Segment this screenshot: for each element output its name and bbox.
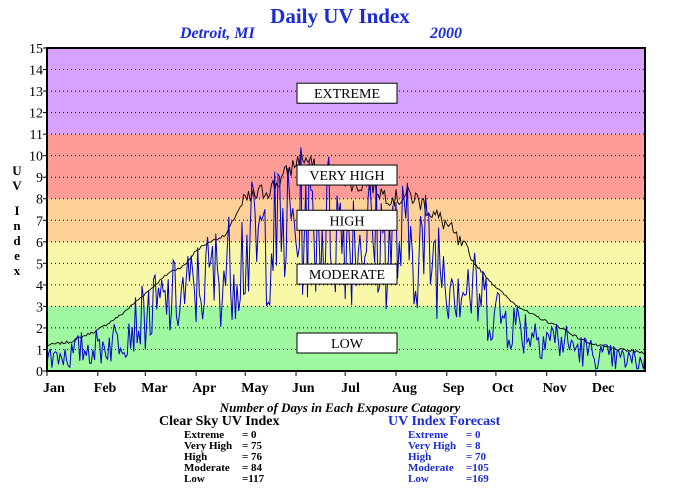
y-axis-label-char: V — [12, 178, 22, 193]
forecast-heading: UV Index Forecast — [388, 414, 501, 429]
stat-value: =117 — [242, 473, 265, 485]
stat-label: Extreme — [408, 429, 449, 441]
y-tick-label: 15 — [29, 42, 43, 57]
stat-value: =105 — [466, 462, 489, 474]
x-tick-label: Jul — [341, 381, 360, 396]
band-label-very-high: VERY HIGH — [296, 164, 398, 186]
band-labels: LOW MODERATE HIGH VERY HIGH EXTREME — [296, 82, 398, 354]
y-tick-label: 6 — [36, 236, 43, 251]
y-tick-label: 7 — [36, 214, 43, 229]
x-tick-label: Dec — [592, 381, 615, 396]
band-label-high: HIGH — [296, 209, 398, 231]
band-label-extreme: EXTREME — [296, 82, 398, 104]
stat-value: = 84 — [242, 462, 263, 474]
x-tick-label: Jan — [43, 381, 65, 396]
band-label-box — [296, 332, 398, 354]
year-label: 2000 — [430, 25, 462, 42]
y-tick-label: 2 — [36, 322, 43, 337]
y-axis-label-char: d — [13, 233, 21, 248]
clear-sky-row: Moderate = 84 — [184, 463, 264, 474]
band-label-text: LOW — [331, 337, 364, 352]
stat-label: Low — [184, 473, 205, 485]
y-axis-label-char: n — [13, 218, 21, 233]
location-label: Detroit, MI — [180, 25, 255, 42]
stat-label: Moderate — [408, 462, 454, 474]
clear-sky-row: Extreme = 0 — [184, 430, 264, 441]
y-tick-label: 9 — [36, 171, 43, 186]
y-tick-label: 12 — [29, 107, 43, 122]
stat-label: Very High — [184, 440, 233, 452]
stat-label: Low — [408, 473, 429, 485]
band-label-box — [296, 209, 398, 231]
stat-label: Very High — [408, 440, 457, 452]
y-tick-label: 14 — [29, 64, 43, 79]
y-tick-label: 8 — [36, 193, 43, 208]
forecast-row: High = 70 — [408, 452, 489, 463]
clear-sky-row: Very High = 75 — [184, 441, 264, 452]
clear-sky-heading: Clear Sky UV Index — [159, 414, 280, 429]
footer-caption: Number of Days in Each Exposure Catagory — [219, 400, 461, 415]
x-tick-label: Aug — [392, 381, 417, 396]
stat-value: = 70 — [466, 451, 487, 463]
band-label-text: MODERATE — [309, 268, 385, 283]
plot-frame — [46, 47, 646, 372]
forecast-row: Very High = 8 — [408, 441, 489, 452]
stat-value: = 75 — [242, 440, 263, 452]
forecast-table: Extreme = 0 Very High = 8 High = 70 Moderat… — [408, 430, 489, 485]
band-label-box — [296, 263, 398, 285]
band-label-text: HIGH — [330, 214, 365, 229]
forecast-row: Low =169 — [408, 474, 489, 485]
x-tick-label: Sep — [443, 381, 465, 396]
stat-value: =169 — [466, 473, 489, 485]
stat-label: High — [184, 451, 208, 463]
x-tick-label: Oct — [492, 381, 514, 396]
y-axis-label-char: x — [13, 263, 21, 278]
y-tick-label: 11 — [30, 128, 43, 143]
y-tick-label: 4 — [36, 279, 43, 294]
stat-value: = 0 — [242, 429, 257, 441]
y-axis-label-char: I — [14, 203, 20, 218]
forecast-row: Moderate =105 — [408, 463, 489, 474]
x-tick-label: May — [241, 381, 268, 396]
x-tick-label: Feb — [94, 381, 117, 396]
y-axis-label: U V I n d e x — [11, 163, 23, 278]
y-tick-label: 10 — [29, 150, 43, 165]
y-tick-label: 13 — [29, 85, 43, 100]
y-axis-label-char: e — [14, 248, 20, 263]
clear-sky-row: Low =117 — [184, 474, 264, 485]
band-label-box — [296, 164, 398, 186]
y-axis-label-char: U — [12, 163, 22, 178]
stat-value: = 76 — [242, 451, 263, 463]
stat-label: Moderate — [184, 462, 230, 474]
y-tick-label: 5 — [36, 257, 43, 272]
band-label-text: EXTREME — [314, 87, 380, 102]
stat-label: High — [408, 451, 432, 463]
band-label-low: LOW — [296, 332, 398, 354]
clear-sky-table: Extreme = 0 Very High = 75 High = 76 Modera… — [184, 430, 264, 485]
y-tick-label: 0 — [36, 365, 43, 380]
band-label-box — [296, 82, 398, 104]
y-tick-label: 1 — [36, 343, 43, 358]
x-tick-label: Nov — [543, 381, 567, 396]
forecast-row: Extreme = 0 — [408, 430, 489, 441]
chart-title: Daily UV Index — [270, 4, 410, 28]
stat-value: = 0 — [466, 429, 481, 441]
y-tick-label: 3 — [36, 300, 43, 315]
x-tick-label: Jun — [292, 381, 315, 396]
band-label-text: VERY HIGH — [309, 169, 384, 184]
band-label-moderate: MODERATE — [296, 263, 398, 285]
stat-value: = 8 — [466, 440, 481, 452]
x-tick-label: Mar — [141, 381, 167, 396]
x-tick-label: Apr — [192, 381, 216, 396]
clear-sky-row: High = 76 — [184, 452, 264, 463]
stat-label: Extreme — [184, 429, 225, 441]
